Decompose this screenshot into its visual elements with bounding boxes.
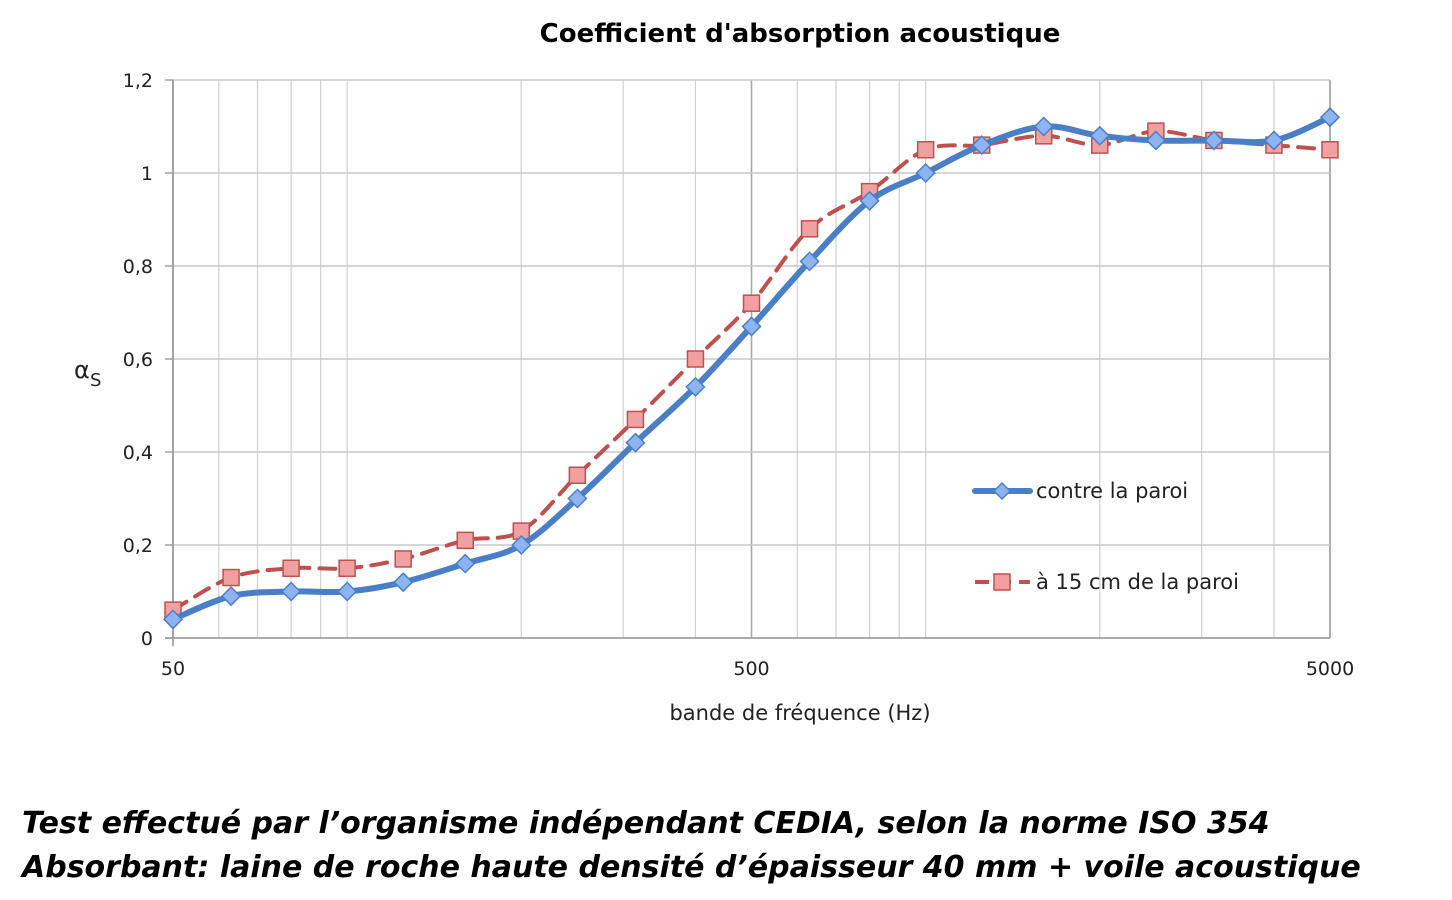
x-tick-label: 5000 xyxy=(1306,658,1354,680)
data-point-square xyxy=(338,559,356,577)
series xyxy=(162,107,1341,630)
caption-line-1: Test effectué par l’organisme indépendan… xyxy=(22,806,1270,841)
data-point-square xyxy=(742,294,761,312)
data-point-diamond xyxy=(799,251,820,272)
data-point-diamond xyxy=(685,376,706,397)
data-point-diamond xyxy=(1033,116,1054,137)
y-axis-label-main: α xyxy=(74,356,90,384)
legend-marker-diamond xyxy=(992,481,1012,501)
caption-line-2: Absorbant: laine de roche haute densité … xyxy=(22,850,1361,885)
data-point-square xyxy=(916,141,935,159)
legend-marker-square xyxy=(993,573,1011,591)
y-tick-label: 1,2 xyxy=(123,70,153,92)
data-point-square xyxy=(626,410,645,429)
data-point-diamond xyxy=(455,553,476,574)
x-tick-label: 50 xyxy=(161,658,185,680)
data-point-diamond xyxy=(915,162,936,184)
data-point-diamond xyxy=(741,316,762,337)
data-point-diamond xyxy=(1089,125,1110,146)
legend-label-contre-la-paroi: contre la paroi xyxy=(1036,479,1188,503)
data-point-square xyxy=(394,550,412,568)
data-point-square xyxy=(686,350,705,368)
data-point-square xyxy=(1321,141,1339,159)
data-point-diamond xyxy=(162,609,184,630)
data-point-diamond xyxy=(337,581,358,602)
data-point-square xyxy=(800,220,819,238)
data-point-square xyxy=(282,559,300,577)
data-point-diamond xyxy=(567,488,588,509)
chart-title: Coefficient d'absorption acoustique xyxy=(540,19,1061,49)
legend-item-a-15-cm: à 15 cm de la paroi xyxy=(975,570,1239,594)
y-tick-label: 1 xyxy=(141,163,153,185)
data-point-square xyxy=(222,568,240,587)
y-tick-label: 0,2 xyxy=(123,535,153,557)
legend-label-a-15-cm: à 15 cm de la paroi xyxy=(1036,570,1239,594)
chart-svg: Coefficient d'absorption acoustique 0 0,2… xyxy=(74,19,1354,725)
y-tick-label: 0,4 xyxy=(123,442,153,464)
x-tick-label: 500 xyxy=(733,658,769,680)
y-tick-label: 0,6 xyxy=(123,349,153,371)
y-axis-label-sub: S xyxy=(90,370,101,391)
data-point-diamond xyxy=(1263,130,1284,151)
series-contre-la-paroi xyxy=(162,107,1341,630)
y-tick-label: 0 xyxy=(141,628,153,650)
grid xyxy=(172,79,1331,639)
data-point-diamond xyxy=(221,586,242,607)
legend-item-contre-la-paroi: contre la paroi xyxy=(972,479,1188,503)
y-axis-label: α S xyxy=(74,356,101,391)
x-axis-label: bande de fréquence (Hz) xyxy=(669,701,930,725)
data-point-diamond xyxy=(281,581,302,602)
legend: contre la paroi à 15 cm de la paroi xyxy=(972,479,1239,594)
data-point-diamond xyxy=(859,190,880,211)
data-point-square xyxy=(456,531,474,550)
x-tick-labels: 50 500 5000 xyxy=(161,658,1354,680)
chart-area: Coefficient d'absorption acoustique 0 0,2… xyxy=(74,19,1354,725)
data-point-diamond xyxy=(1203,130,1224,151)
data-point-diamond xyxy=(511,534,532,556)
data-point-diamond xyxy=(971,135,992,156)
y-tick-label: 0,8 xyxy=(123,256,153,278)
data-point-diamond xyxy=(625,432,646,453)
data-point-diamond xyxy=(393,572,414,593)
axes xyxy=(165,79,1330,646)
data-point-diamond xyxy=(1145,130,1166,151)
data-point-diamond xyxy=(1319,107,1341,128)
y-tick-labels: 0 0,2 0,4 0,6 0,8 1 1,2 xyxy=(123,70,153,650)
data-point-square xyxy=(568,466,587,484)
